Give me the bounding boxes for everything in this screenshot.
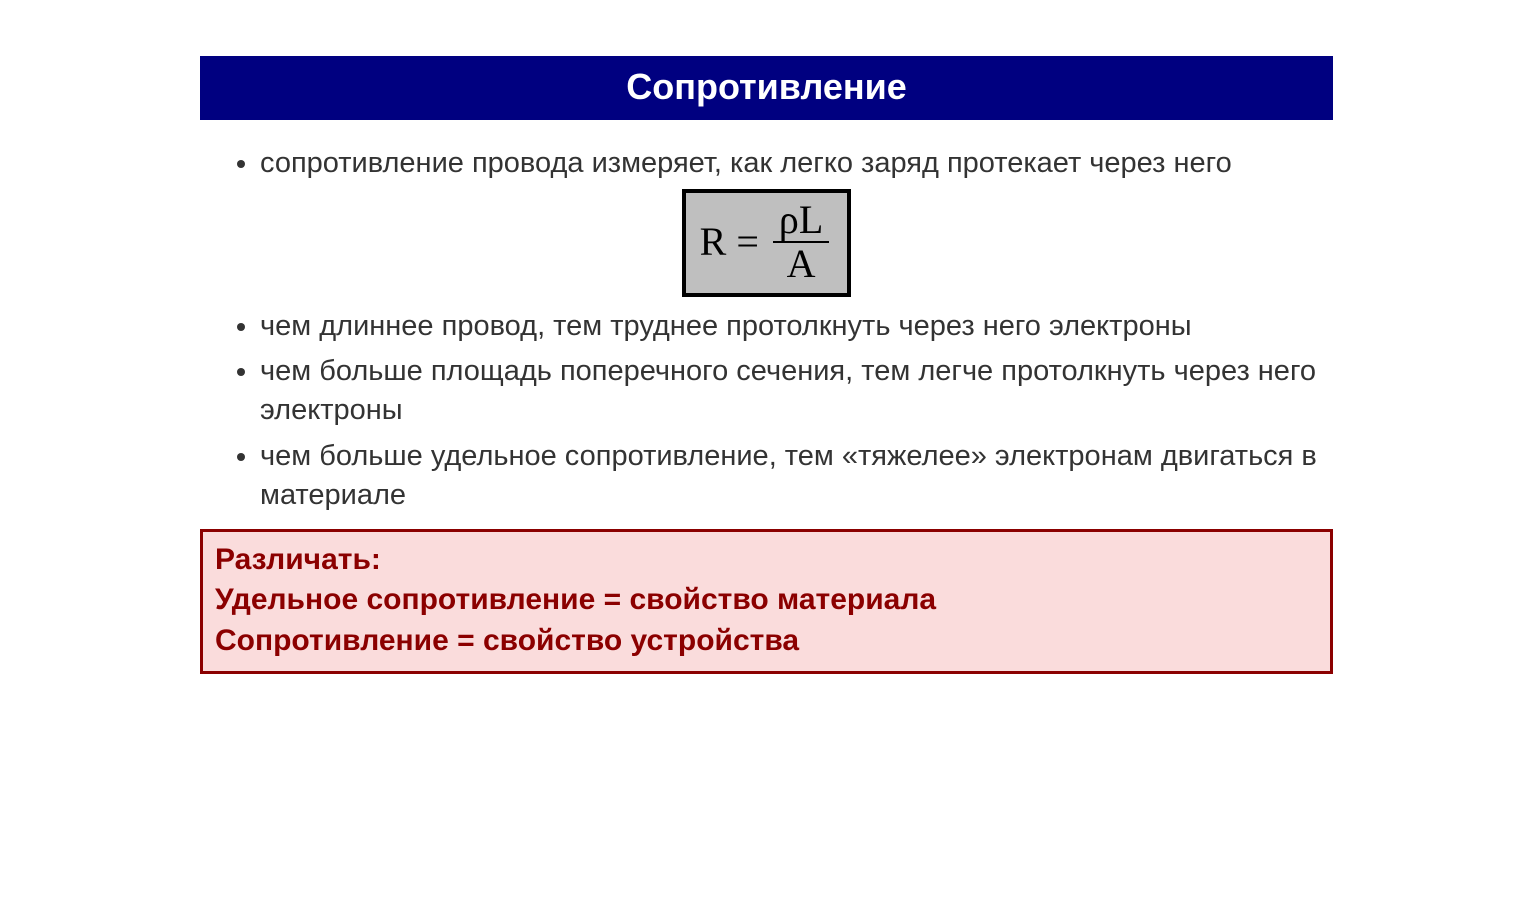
- bullet-1: сопротивление провода измеряет, как легк…: [260, 144, 1333, 183]
- bullet-4: чем больше удельное сопротивление, тем «…: [260, 437, 1333, 515]
- bullet-3: чем больше площадь поперечного сечения, …: [260, 352, 1333, 430]
- page-title: Сопротивление: [626, 66, 907, 107]
- formula-numerator: ρL: [773, 199, 829, 243]
- note-line-3: Сопротивление = свойство устройства: [215, 621, 1318, 662]
- note-line-2: Удельное сопротивление = свойство матери…: [215, 580, 1318, 621]
- formula-denominator: A: [773, 243, 829, 285]
- note-box: Различать: Удельное сопротивление = свой…: [200, 529, 1333, 675]
- note-line-1: Различать:: [215, 540, 1318, 581]
- bullet-2: чем длиннее провод, тем труднее протолкн…: [260, 307, 1333, 346]
- bullet-list-cont: чем длиннее провод, тем труднее протолкн…: [200, 307, 1333, 515]
- formula-lhs: R =: [700, 219, 759, 264]
- formula-fraction: ρL A: [773, 199, 829, 285]
- content-area: сопротивление провода измеряет, как легк…: [200, 144, 1333, 674]
- formula-wrap: R = ρL A: [200, 189, 1333, 297]
- bullet-list: сопротивление провода измеряет, как легк…: [200, 144, 1333, 183]
- title-bar: Сопротивление: [200, 56, 1333, 120]
- formula-box: R = ρL A: [682, 189, 852, 297]
